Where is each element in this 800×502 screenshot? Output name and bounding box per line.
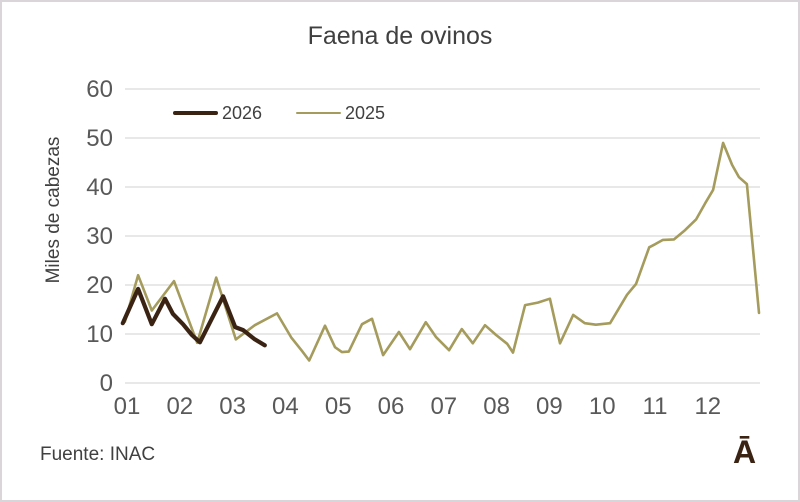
chart-title: Faena de ovinos (307, 22, 493, 50)
x-tick-label-01: 01 (114, 393, 141, 420)
y-tick-label-30: 30 (86, 223, 113, 250)
x-tick-label-07: 07 (430, 393, 457, 420)
y-tick-label-50: 50 (86, 125, 113, 152)
x-tick-label-02: 02 (166, 393, 193, 420)
x-tick-label-12: 12 (694, 393, 721, 420)
y-tick-label-20: 20 (86, 272, 113, 299)
x-tick-label-09: 09 (536, 393, 563, 420)
x-tick-label-04: 04 (272, 393, 299, 420)
legend-line-swatch-2025 (296, 111, 341, 115)
y-tick-label-60: 60 (86, 76, 113, 103)
legend-label-2025: 2025 (345, 102, 386, 123)
series-line-2025 (123, 141, 761, 362)
x-tick-label-11: 11 (643, 393, 668, 420)
y-tick-label-10: 10 (86, 321, 113, 348)
legend-item-2025: 2025 (296, 103, 385, 123)
series-line-2026 (120, 286, 267, 348)
x-tick-label-03: 03 (219, 393, 246, 420)
y-tick-label-40: 40 (86, 174, 113, 201)
x-tick-label-10: 10 (589, 393, 616, 420)
inac-logo-mark: Ā (733, 434, 757, 470)
y-tick-label-0: 0 (100, 370, 113, 397)
x-tick-label-08: 08 (483, 393, 510, 420)
x-tick-label-06: 06 (378, 393, 405, 420)
source-note: Fuente: INAC (40, 444, 156, 465)
x-tick-label-05: 05 (325, 393, 352, 420)
legend-label-2026: 2026 (222, 102, 263, 123)
legend-item-2026: 2026 (173, 103, 262, 123)
legend-line-swatch-2026 (173, 110, 218, 116)
